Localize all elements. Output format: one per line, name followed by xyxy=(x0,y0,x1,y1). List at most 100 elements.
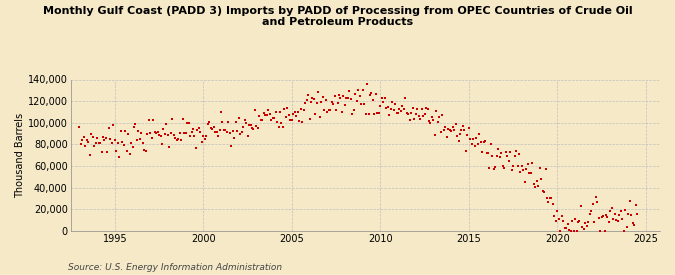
Point xyxy=(499,166,510,171)
Point xyxy=(122,149,132,153)
Point xyxy=(332,101,343,106)
Point xyxy=(297,120,308,125)
Point xyxy=(344,89,355,93)
Point xyxy=(252,126,263,131)
Point xyxy=(611,218,622,222)
Point xyxy=(459,128,470,133)
Point xyxy=(368,98,379,102)
Point xyxy=(226,144,237,148)
Point xyxy=(301,98,312,102)
Point xyxy=(315,115,325,119)
Point xyxy=(117,140,128,144)
Point xyxy=(438,127,449,132)
Point xyxy=(174,131,185,136)
Point xyxy=(337,109,348,114)
Point xyxy=(167,117,178,121)
Point xyxy=(321,98,331,102)
Point xyxy=(165,131,176,135)
Point xyxy=(96,150,107,154)
Point xyxy=(183,120,194,125)
Point xyxy=(552,209,563,213)
Point xyxy=(460,148,471,153)
Point xyxy=(592,199,603,204)
Point xyxy=(429,133,440,137)
Point xyxy=(90,141,101,145)
Point xyxy=(76,141,86,146)
Point xyxy=(202,122,213,126)
Point xyxy=(265,112,275,116)
Point xyxy=(516,163,527,168)
Point xyxy=(387,100,398,104)
Point xyxy=(605,209,616,213)
Point xyxy=(597,213,608,218)
Point xyxy=(171,138,182,142)
Point xyxy=(443,126,454,131)
Point xyxy=(577,225,588,229)
Point xyxy=(593,216,604,220)
Point xyxy=(466,142,477,147)
Point xyxy=(628,223,639,227)
Point xyxy=(182,121,192,125)
Point xyxy=(489,167,500,171)
Point xyxy=(273,125,284,129)
Point xyxy=(267,115,278,120)
Point xyxy=(616,209,626,213)
Point xyxy=(214,128,225,133)
Point xyxy=(310,111,321,116)
Point xyxy=(406,110,416,115)
Point xyxy=(413,114,424,118)
Point xyxy=(414,117,425,122)
Point xyxy=(302,93,313,97)
Point xyxy=(525,171,536,176)
Point xyxy=(130,122,141,127)
Point xyxy=(88,144,99,148)
Point xyxy=(317,95,328,99)
Point xyxy=(95,141,105,145)
Point xyxy=(127,145,138,149)
Point xyxy=(139,148,150,152)
Point xyxy=(154,132,165,137)
Point xyxy=(576,204,587,208)
Point xyxy=(308,97,319,101)
Point xyxy=(266,118,277,122)
Point xyxy=(176,138,186,142)
Point xyxy=(357,87,368,92)
Point xyxy=(377,95,387,100)
Point xyxy=(311,101,322,105)
Point xyxy=(364,93,375,98)
Point xyxy=(477,150,487,154)
Point xyxy=(211,130,222,134)
Point xyxy=(227,128,238,133)
Point xyxy=(114,155,125,159)
Point xyxy=(338,94,349,98)
Point xyxy=(170,136,181,141)
Point xyxy=(105,137,116,141)
Point xyxy=(427,115,437,119)
Point xyxy=(446,128,456,133)
Point xyxy=(508,164,518,169)
Point xyxy=(123,132,134,137)
Point xyxy=(358,102,369,107)
Point xyxy=(545,195,556,200)
Point xyxy=(333,93,344,97)
Point xyxy=(275,110,286,114)
Y-axis label: Thousand Barrels: Thousand Barrels xyxy=(15,112,25,198)
Point xyxy=(295,107,306,111)
Point xyxy=(294,119,304,123)
Point xyxy=(353,88,364,92)
Point xyxy=(424,119,435,123)
Point xyxy=(109,138,120,142)
Point xyxy=(510,149,521,153)
Point xyxy=(331,108,342,112)
Point xyxy=(87,135,98,139)
Point xyxy=(83,140,94,144)
Point xyxy=(307,96,318,100)
Point xyxy=(217,120,228,124)
Point xyxy=(178,117,188,122)
Point xyxy=(173,137,184,141)
Point xyxy=(93,141,104,145)
Point xyxy=(159,131,170,136)
Point xyxy=(232,129,242,133)
Point xyxy=(612,219,623,223)
Point xyxy=(585,212,595,216)
